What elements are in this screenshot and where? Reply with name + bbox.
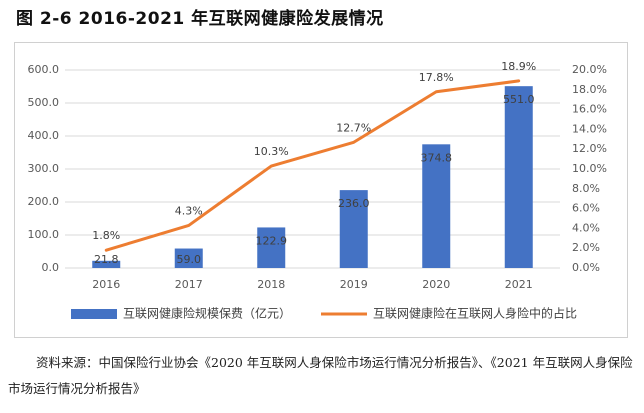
legend-label-line: 互联网健康险在互联网人身险中的占比 (373, 306, 577, 321)
right-axis-tick-label: 4.0% (572, 221, 600, 234)
line-value-label: 10.3% (254, 145, 289, 158)
bar-value-label: 551.0 (503, 93, 535, 106)
chart-container: 0.0 100.0 200.0 300.0 400.0 500.0 600.0 0.0% 2.0… (14, 42, 628, 338)
right-axis-tick-label: 14.0% (572, 122, 607, 135)
legend-label-bar: 互联网健康险规模保费（亿元） (123, 306, 291, 321)
left-axis-tick-label: 300.0 (28, 162, 60, 175)
right-axis-tick-label: 0.0% (572, 261, 600, 274)
bar (339, 190, 368, 268)
right-axis-tick-label: 6.0% (572, 202, 600, 215)
x-axis-tick-label: 2017 (175, 278, 203, 291)
line-value-label: 17.8% (419, 71, 454, 84)
bar (92, 260, 121, 268)
bar-value-label: 59.0 (177, 253, 202, 266)
x-axis-tick-label: 2021 (505, 278, 533, 291)
bar-value-label: 122.9 (256, 234, 288, 247)
x-axis-tick-label: 2020 (422, 278, 450, 291)
right-axis-tick-label: 18.0% (572, 83, 607, 96)
bar-value-label: 236.0 (338, 197, 370, 210)
left-axis-tick-label: 400.0 (28, 129, 60, 142)
bar (422, 144, 451, 268)
bar (174, 248, 203, 268)
right-axis-tick-label: 2.0% (572, 241, 600, 254)
left-axis-tick-label: 100.0 (28, 228, 60, 241)
bar-value-label: 21.8 (94, 253, 119, 266)
left-axis-tick-label: 500.0 (28, 96, 60, 109)
x-axis-tick-label: 2018 (257, 278, 285, 291)
left-axis-tick-label: 200.0 (28, 195, 60, 208)
source-note: 资料来源：中国保险行业协会《2020 年互联网人身保险市场运行情况分析报告》、《… (8, 355, 633, 396)
right-axis-tick-label: 10.0% (572, 162, 607, 175)
bar-value-label: 374.8 (421, 151, 453, 164)
line-value-label: 18.9% (501, 60, 536, 73)
x-axis-tick-label: 2016 (92, 278, 120, 291)
line-value-label: 1.8% (92, 229, 120, 242)
share-line (104, 79, 521, 252)
line-value-label: 4.3% (175, 204, 203, 217)
right-axis-tick-label: 12.0% (572, 142, 607, 155)
left-axis-tick-label: 600.0 (28, 63, 60, 76)
left-axis-tick-label: 0.0 (42, 261, 60, 274)
figure-title: 图 2-6 2016-2021 年互联网健康险发展情况 (16, 9, 384, 29)
x-axis-tick-label: 2019 (340, 278, 368, 291)
legend-swatch-bar (71, 309, 117, 319)
combo-chart: 0.0 100.0 200.0 300.0 400.0 500.0 600.0 0.0% 2.0… (28, 60, 607, 321)
bar (257, 227, 286, 268)
line-value-label: 12.7% (336, 121, 371, 134)
right-axis-tick-label: 16.0% (572, 103, 607, 116)
right-axis-tick-label: 8.0% (572, 182, 600, 195)
right-axis-tick-label: 20.0% (572, 63, 607, 76)
bar (504, 86, 533, 268)
